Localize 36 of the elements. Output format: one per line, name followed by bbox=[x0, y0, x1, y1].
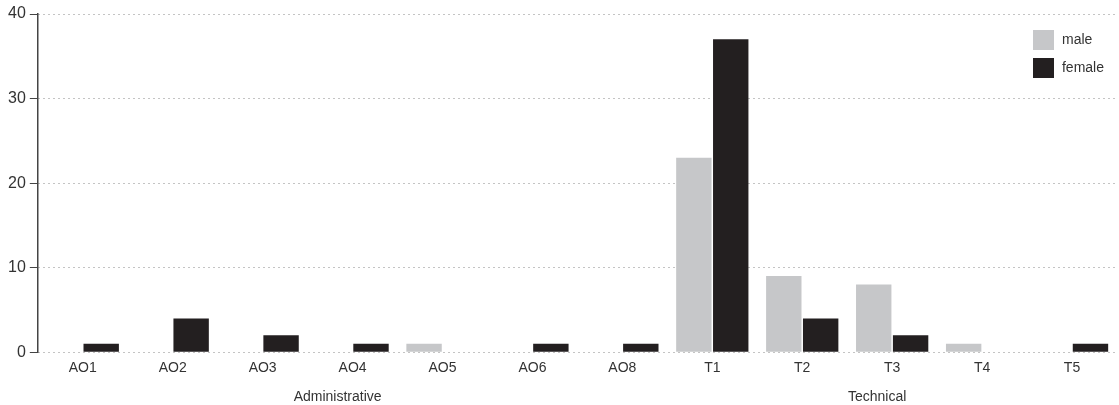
x-tick-label: AO1 bbox=[68, 359, 97, 376]
bar bbox=[766, 276, 802, 352]
x-tick-label: AO2 bbox=[158, 359, 187, 376]
x-tick-label: AO6 bbox=[518, 359, 547, 376]
legend-label: female bbox=[1061, 58, 1105, 75]
x-tick-label: AO8 bbox=[608, 359, 637, 376]
y-tick-label: 10 bbox=[8, 258, 26, 276]
bar bbox=[406, 343, 442, 352]
bar bbox=[802, 318, 839, 352]
text: Technical bbox=[848, 387, 907, 404]
bar bbox=[1072, 343, 1109, 352]
bar bbox=[173, 318, 209, 352]
y-tick-label: 0 bbox=[16, 342, 26, 360]
text: Administrative bbox=[293, 387, 382, 404]
x-tick-label: T4 bbox=[973, 359, 991, 376]
y-tick-label: 40 bbox=[8, 4, 26, 22]
x-tick-label: AO3 bbox=[248, 359, 277, 376]
x-tick-label: T3 bbox=[883, 359, 901, 376]
x-tick-label: T1 bbox=[704, 359, 721, 376]
bar bbox=[263, 335, 299, 352]
bar bbox=[856, 284, 892, 352]
x-tick-label: AO4 bbox=[338, 359, 367, 376]
x-tick-label: T2 bbox=[794, 359, 811, 376]
bar bbox=[713, 39, 749, 352]
y-tick-label: 20 bbox=[8, 173, 26, 191]
bar bbox=[533, 343, 569, 352]
bar bbox=[623, 343, 659, 352]
bar bbox=[892, 335, 929, 352]
bar bbox=[353, 343, 389, 352]
bar bbox=[945, 343, 982, 352]
x-tick-label: AO5 bbox=[428, 359, 457, 376]
bar bbox=[83, 343, 119, 352]
bar bbox=[676, 157, 712, 352]
y-tick-label: 30 bbox=[8, 88, 26, 106]
x-tick-label: T5 bbox=[1063, 359, 1081, 376]
legend-label: male bbox=[1061, 30, 1093, 47]
